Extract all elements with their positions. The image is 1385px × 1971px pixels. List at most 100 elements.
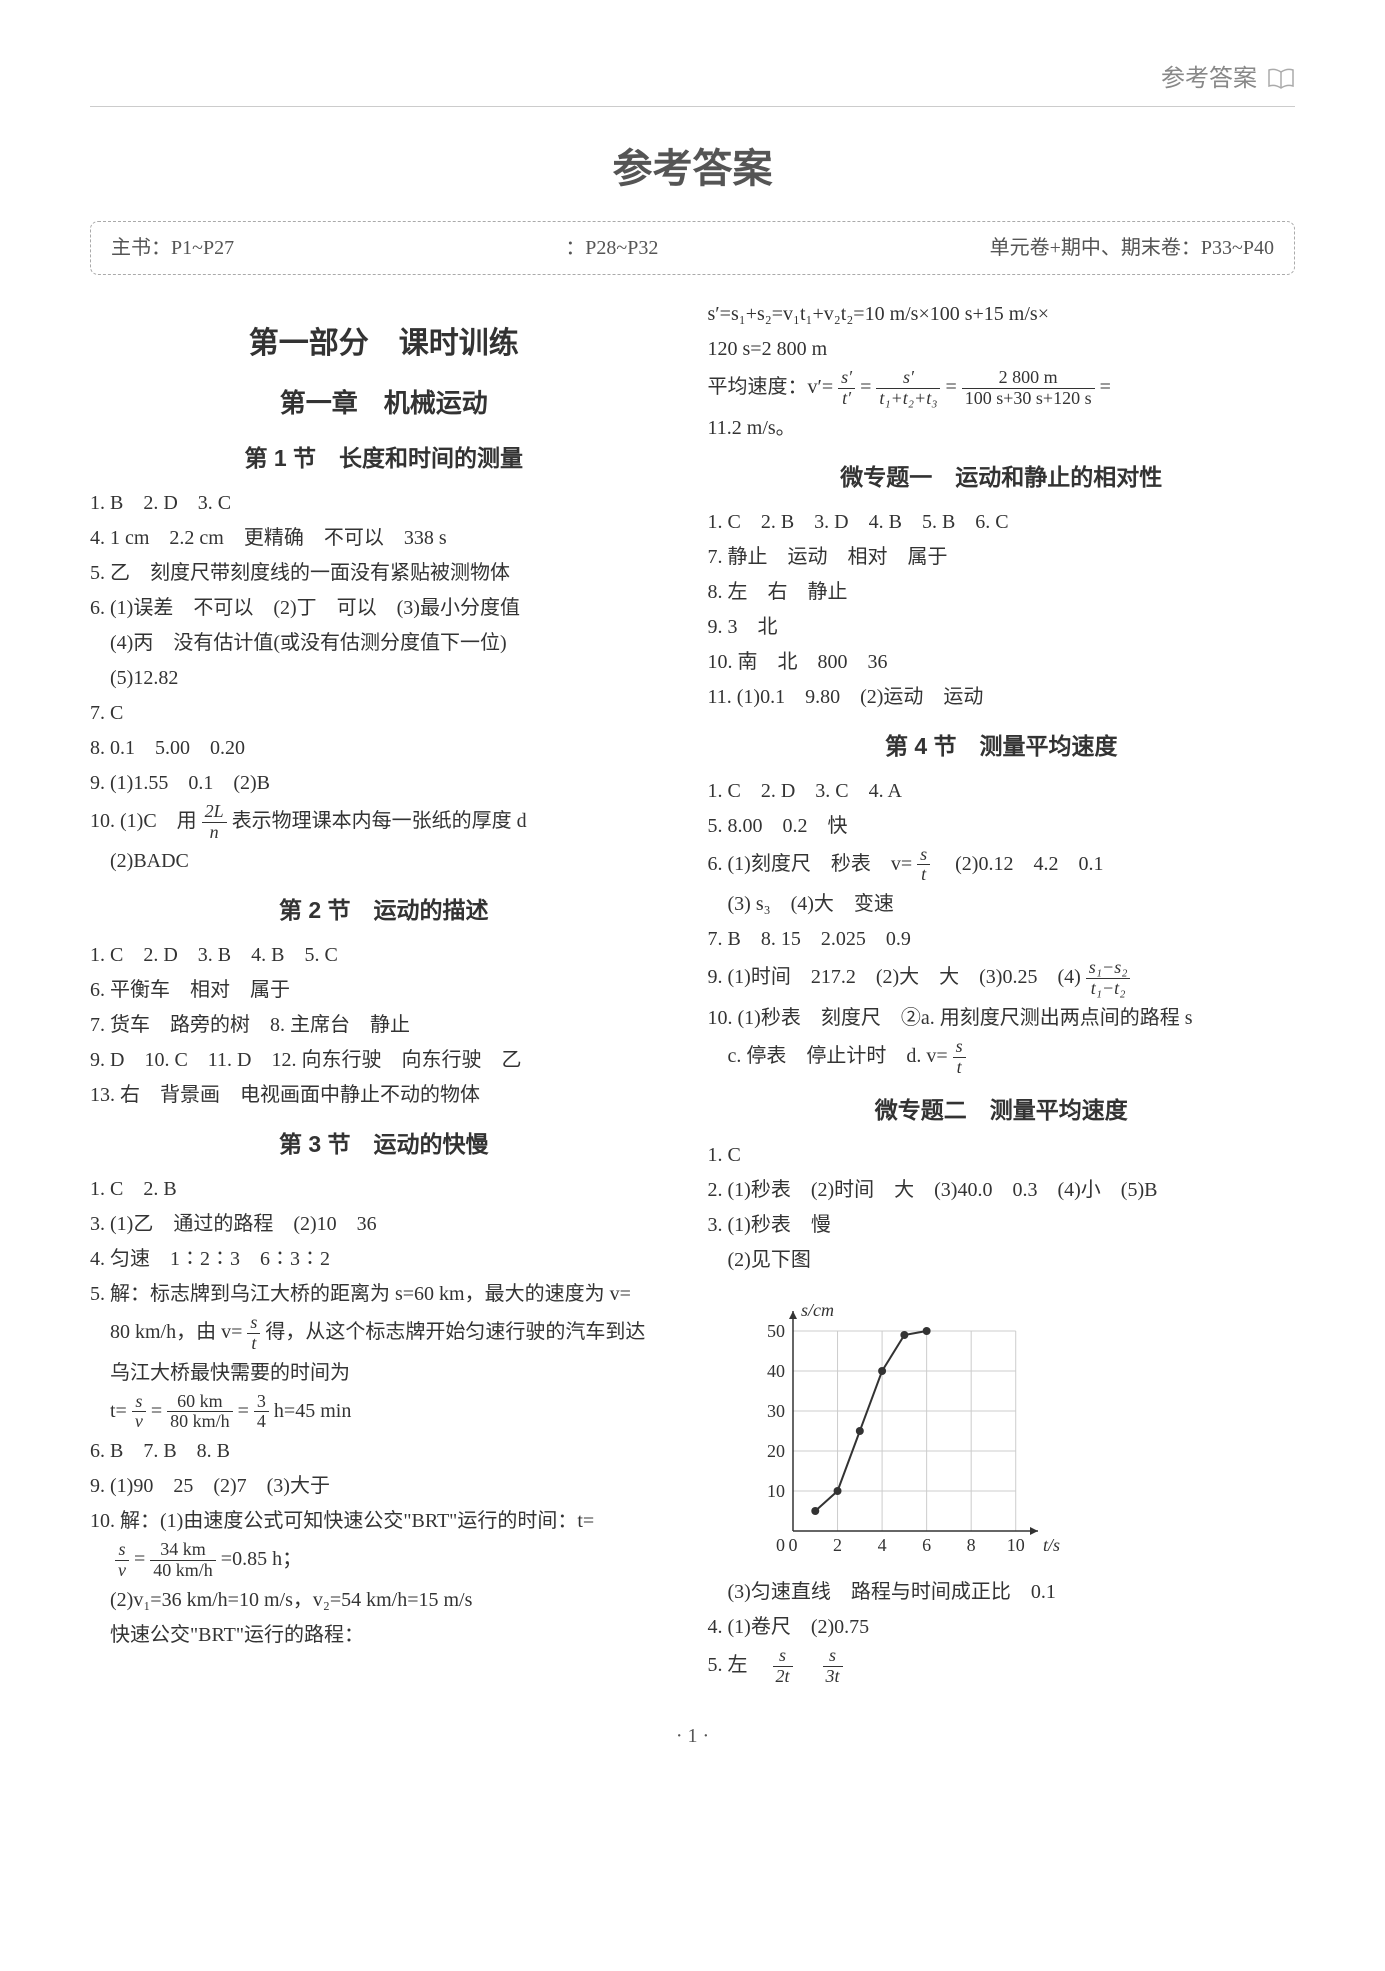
answer-line: 10. 南 北 800 36 [708,646,1296,678]
text: 9. (1)时间 217.2 (2)大 大 (3)0.25 (4) [708,966,1081,988]
answer-line: s′=s₁+s₂=v₁t₁+v₂t₂=10 m/s×100 s+15 m/s× [708,298,1296,330]
book-icon [1267,68,1295,90]
fraction: 2 800 m 100 s+30 s+120 s [962,368,1095,409]
answer-line: 8. 左 右 静止 [708,576,1296,608]
nav-right: 单元卷+期中、期末卷：P33~P40 [990,232,1274,264]
answer-line: (4)丙 没有估计值(或没有估测分度值下一位) [90,627,678,659]
answer-line: 10. 解：(1)由速度公式可知快速公交"BRT"运行的时间：t= [90,1505,678,1537]
svg-text:0: 0 [776,1535,785,1555]
answer-line: (5)12.82 [90,662,678,694]
micro-1-title: 微专题一 运动和静止的相对性 [708,459,1296,496]
answer-line: 平均速度：v′= s′ t′ = s′ t₁+t₂+t₃ = 2 800 m 1… [708,368,1296,409]
nav-box: 主书：P1~P27 ：P28~P32 单元卷+期中、期末卷：P33~P40 [90,221,1295,275]
answer-line: 乌江大桥最快需要的时间为 [90,1357,678,1389]
section-1-title: 第 1 节 长度和时间的测量 [90,440,678,477]
answer-line: 6. 平衡车 相对 属于 [90,974,678,1006]
fraction: s t [953,1037,966,1078]
svg-text:10: 10 [1006,1535,1024,1555]
text: = [945,376,956,398]
text: 5. 左 [708,1654,768,1676]
fraction: s′ t′ [838,368,855,409]
fraction: s₁−s₂ t₁−t₂ [1086,958,1131,999]
svg-text:2: 2 [833,1535,842,1555]
text: (2)0.12 4.2 0.1 [935,852,1103,874]
answer-line: 4. 1 cm 2.2 cm 更精确 不可以 338 s [90,522,678,554]
text: c. 停表 停止计时 d. v= [708,1045,948,1067]
fraction: 3 4 [254,1392,269,1433]
text: = [151,1399,162,1421]
content-columns: 第一部分 课时训练 第一章 机械运动 第 1 节 长度和时间的测量 1. B 2… [90,295,1295,1689]
answer-line: 7. C [90,697,678,729]
answer-line: 1. B 2. D 3. C [90,487,678,519]
answer-line: 6. (1)刻度尺 秒表 v= s t (2)0.12 4.2 0.1 [708,845,1296,886]
text: h=45 min [274,1399,351,1421]
answer-line: 快速公交"BRT"运行的路程： [90,1619,678,1651]
page-number: · 1 · [90,1720,1295,1752]
svg-text:50: 50 [767,1321,785,1341]
svg-text:20: 20 [767,1441,785,1461]
svg-text:0: 0 [788,1535,797,1555]
fraction: s v [115,1540,129,1581]
answer-line: 7. 货车 路旁的树 8. 主席台 静止 [90,1009,678,1041]
answer-line: 1. C 2. D 3. C 4. A [708,775,1296,807]
answer-line: s v = 34 km 40 km/h =0.85 h； [90,1540,678,1581]
answer-line: 1. C 2. D 3. B 4. B 5. C [90,939,678,971]
svg-text:30: 30 [767,1401,785,1421]
text: 得，从这个标志牌开始匀速行驶的汽车到达 [265,1321,645,1343]
chart-svg: 024681010203040500t/ss/cm [748,1286,1088,1566]
svg-text:s/cm: s/cm [801,1300,834,1320]
fraction: s 3t [823,1646,843,1687]
svg-text:10: 10 [767,1481,785,1501]
fraction: 60 km 80 km/h [167,1392,233,1433]
header-text: 参考答案 [1161,60,1257,98]
text: 6. (1)刻度尺 秒表 v= [708,852,913,874]
text: =0.85 h； [221,1548,302,1570]
text: = [238,1399,249,1421]
answer-line: 9. (1)时间 217.2 (2)大 大 (3)0.25 (4) s₁−s₂ … [708,958,1296,999]
main-title: 参考答案 [90,137,1295,201]
answer-line: 80 km/h，由 v= s t 得，从这个标志牌开始匀速行驶的汽车到达 [90,1313,678,1354]
answer-line: 6. B 7. B 8. B [90,1435,678,1467]
nav-left: 主书：P1~P27 [111,232,234,264]
answer-line: 5. 解：标志牌到乌江大桥的距离为 s=60 km，最大的速度为 v= [90,1278,678,1310]
answer-line: (3)匀速直线 路程与时间成正比 0.1 [708,1576,1296,1608]
answer-line: 11.2 m/s。 [708,412,1296,444]
answer-line: 120 s=2 800 m [708,333,1296,365]
answer-line: 3. (1)秒表 慢 [708,1209,1296,1241]
answer-line: 7. B 8. 15 2.025 0.9 [708,923,1296,955]
answer-line: t= s v = 60 km 80 km/h = 3 4 h=45 min [90,1392,678,1433]
answer-line: (2)见下图 [708,1244,1296,1276]
text: = [1100,376,1111,398]
answer-line: 5. 左 s 2t s 3t [708,1646,1296,1687]
answer-line: 5. 乙 刻度尺带刻度线的一面没有紧贴被测物体 [90,557,678,589]
st-chart: 024681010203040500t/ss/cm [748,1286,1296,1566]
answer-line: c. 停表 停止计时 d. v= s t [708,1037,1296,1078]
answer-line: 6. (1)误差 不可以 (2)丁 可以 (3)最小分度值 [90,592,678,624]
top-header: 参考答案 [90,60,1295,107]
answer-line: 9. D 10. C 11. D 12. 向东行驶 向东行驶 乙 [90,1044,678,1076]
answer-line: 9. (1)90 25 (2)7 (3)大于 [90,1470,678,1502]
micro-2-title: 微专题二 测量平均速度 [708,1092,1296,1129]
text: 80 km/h，由 v= [90,1321,242,1343]
answer-line: 7. 静止 运动 相对 属于 [708,541,1296,573]
svg-text:8: 8 [966,1535,975,1555]
text: t= [90,1399,127,1421]
text: 表示物理课本内每一张纸的厚度 d [232,810,527,832]
answer-line: 1. C 2. B [90,1173,678,1205]
svg-text:4: 4 [877,1535,886,1555]
text: 10. (1)C 用 [90,810,197,832]
answer-line: 10. (1)秒表 刻度尺 ②a. 用刻度尺测出两点间的路程 s [708,1002,1296,1034]
answer-line: 1. C 2. B 3. D 4. B 5. B 6. C [708,506,1296,538]
text: 平均速度：v′= [708,376,834,398]
text [798,1654,818,1676]
answer-line: 11. (1)0.1 9.80 (2)运动 运动 [708,681,1296,713]
svg-text:6: 6 [922,1535,931,1555]
answer-line: 2. (1)秒表 (2)时间 大 (3)40.0 0.3 (4)小 (5)B [708,1174,1296,1206]
text: = [860,376,871,398]
answer-line: 4. (1)卷尺 (2)0.75 [708,1611,1296,1643]
answer-line: 13. 右 背景画 电视画面中静止不动的物体 [90,1079,678,1111]
answer-line: (3) s₃ (4)大 变速 [708,888,1296,920]
answer-line: 9. 3 北 [708,611,1296,643]
fraction: s t [917,845,930,886]
fraction: s v [132,1392,146,1433]
